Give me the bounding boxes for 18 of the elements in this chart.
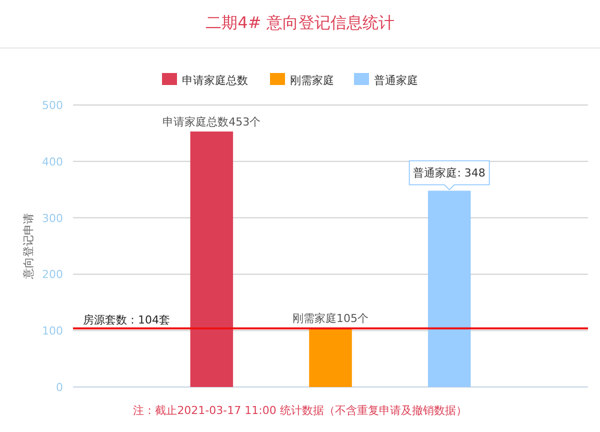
y-tick-label: 200: [42, 268, 63, 282]
y-tick-label: 500: [42, 99, 63, 112]
data-label: 刚需家庭105个: [292, 312, 368, 325]
legend-label: 刚需家庭: [290, 74, 334, 87]
data-label: 申请家庭总数453个: [162, 116, 261, 129]
y-tick-label: 400: [42, 155, 63, 168]
chart-title: 二期4# 意向登记信息统计: [206, 13, 394, 32]
y-tick-label: 100: [42, 324, 63, 338]
legend-label: 普通家庭: [374, 74, 418, 87]
annotation: 普通家庭: 348: [413, 166, 486, 180]
ref-line-label: 房源套数：104套: [83, 313, 170, 326]
legend-label: 申请家庭总数: [182, 74, 248, 87]
y-axis-title: 意向登记申请: [22, 213, 35, 280]
bar: [309, 328, 352, 387]
y-tick-label: 0: [56, 381, 63, 394]
text: 注：截止2021-03-17 11:00 统计数据（不含重复申请及撤销数据）: [133, 404, 467, 417]
y-tick-label: 300: [42, 212, 63, 225]
bar: [190, 132, 234, 387]
